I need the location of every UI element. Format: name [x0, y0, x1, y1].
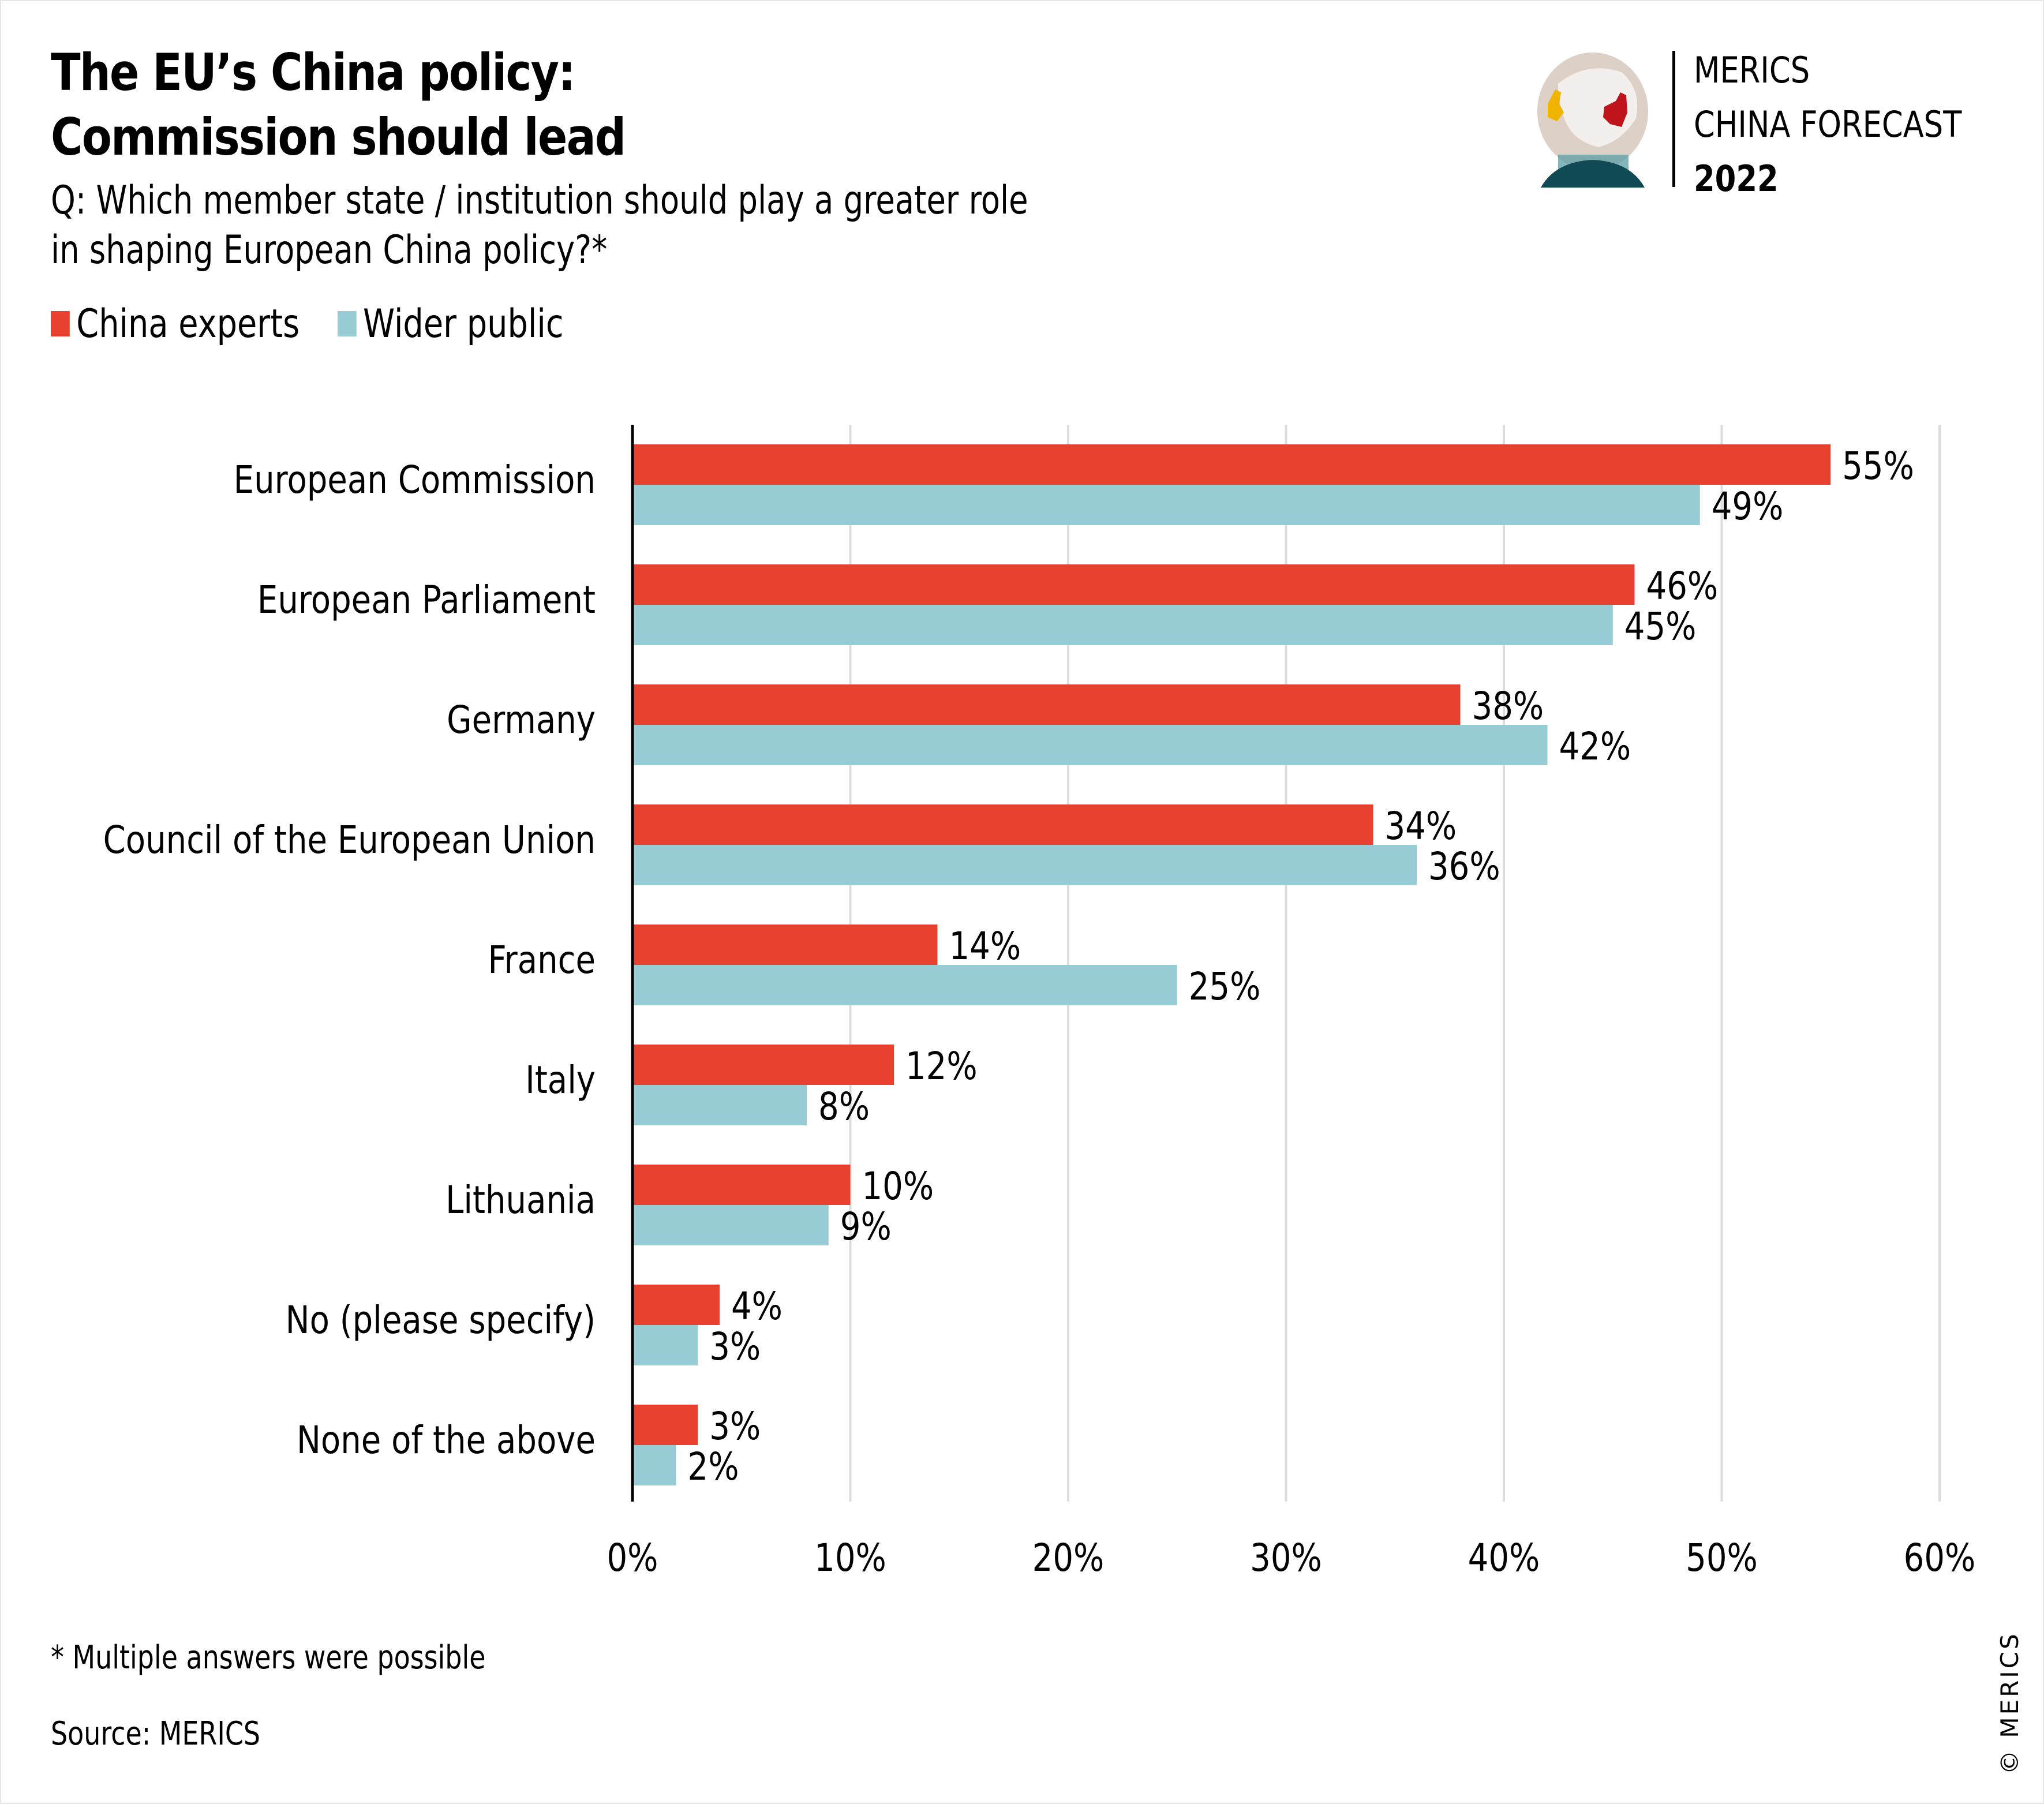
subtitle-line-1: Q: Which member state / institution shou…	[51, 178, 1028, 223]
legend-label-wider-public: Wider public	[363, 301, 564, 347]
value-label-wider-public: 49%	[1712, 485, 1784, 529]
value-label-wider-public: 2%	[688, 1445, 739, 1489]
bar-china-experts	[632, 444, 1831, 485]
legend-swatch-wider-public	[337, 311, 357, 336]
x-tick-label: 10%	[814, 1536, 886, 1581]
bar-china-experts	[632, 564, 1635, 605]
footnote: * Multiple answers were possible	[51, 1639, 486, 1676]
value-label-wider-public: 25%	[1189, 965, 1261, 1009]
bar-wider-public	[632, 845, 1417, 885]
category-label: Council of the European Union	[103, 818, 596, 863]
bar-wider-public	[632, 725, 1548, 765]
x-tick-label: 0%	[607, 1536, 658, 1581]
value-label-china-experts: 34%	[1385, 804, 1457, 849]
value-label-wider-public: 42%	[1559, 725, 1631, 769]
value-label-china-experts: 4%	[731, 1285, 783, 1329]
china-shape	[1603, 92, 1627, 127]
value-label-wider-public: 9%	[840, 1205, 892, 1249]
category-label: None of the above	[297, 1419, 596, 1463]
value-label-wider-public: 3%	[709, 1325, 761, 1369]
category-label: Lithuania	[446, 1178, 596, 1223]
brand-line-2: CHINA FORECAST	[1694, 103, 1962, 145]
legend-swatch-china-experts	[51, 311, 70, 336]
europe-shape	[1548, 89, 1564, 121]
bar-wider-public	[632, 485, 1700, 525]
brand-line-1: MERICS	[1694, 49, 1810, 91]
legend-item-china-experts: China experts	[51, 301, 300, 347]
value-label-wider-public: 36%	[1428, 845, 1500, 889]
bar-wider-public	[632, 1445, 676, 1485]
value-label-china-experts: 10%	[862, 1165, 934, 1209]
labels: 0% 10% 20% 30% 40% 50% 60% European Commission 5…	[103, 444, 1976, 1581]
bar-china-experts	[632, 804, 1373, 845]
value-label-china-experts: 14%	[949, 925, 1021, 969]
bar-wider-public	[632, 1205, 829, 1245]
title-line-1: The EU’s China policy:	[51, 43, 576, 102]
title-line-2: Commission should lead	[51, 107, 626, 167]
x-tick-label: 60%	[1904, 1536, 1976, 1581]
category-label: Germany	[447, 698, 596, 743]
bar-china-experts	[632, 1285, 720, 1325]
brand-block: MERICS CHINA FORECAST 2022	[1694, 43, 1961, 206]
bar-wider-public	[632, 605, 1613, 645]
x-tick-label: 50%	[1686, 1536, 1758, 1581]
value-label-wider-public: 45%	[1624, 605, 1697, 649]
chart-subtitle: Q: Which member state / institution shou…	[51, 176, 1028, 275]
category-label: European Commission	[234, 458, 596, 503]
globe-landmass	[1558, 68, 1638, 147]
value-label-china-experts: 55%	[1842, 444, 1914, 489]
brand-year: 2022	[1694, 158, 1779, 200]
globe-base	[1541, 160, 1645, 188]
x-tick-label: 40%	[1468, 1536, 1540, 1581]
category-label: European Parliament	[257, 578, 596, 623]
bar-wider-public	[632, 965, 1177, 1005]
copyright: © MERICS	[1996, 1631, 2024, 1775]
subtitle-line-2: in shaping European China policy?*	[51, 227, 608, 273]
bar-china-experts	[632, 925, 938, 965]
bar-wider-public	[632, 1325, 698, 1365]
category-label: France	[488, 938, 596, 983]
chart-title: The EU’s China policy: Commission should…	[51, 40, 626, 170]
x-tick-label: 30%	[1250, 1536, 1322, 1581]
value-label-china-experts: 12%	[905, 1045, 978, 1089]
x-tick-label: 20%	[1032, 1536, 1105, 1581]
category-label: No (please specify)	[286, 1298, 596, 1343]
legend-label-china-experts: China experts	[76, 301, 300, 347]
value-label-wider-public: 8%	[818, 1085, 870, 1129]
category-label: Italy	[525, 1058, 596, 1103]
bar-china-experts	[632, 1165, 851, 1205]
bar-wider-public	[632, 1085, 807, 1125]
bar-china-experts	[632, 684, 1461, 725]
bars	[632, 444, 1831, 1485]
value-label-china-experts: 38%	[1472, 684, 1544, 729]
crystal-globe-icon	[1537, 53, 1648, 188]
brand-divider	[1672, 51, 1675, 187]
bar-china-experts	[632, 1405, 698, 1445]
legend-item-wider-public: Wider public	[337, 301, 564, 347]
legend: China experts Wider public	[51, 299, 601, 349]
value-label-china-experts: 46%	[1646, 564, 1719, 609]
value-label-china-experts: 3%	[709, 1405, 761, 1449]
source-note: Source: MERICS	[51, 1715, 261, 1753]
bar-china-experts	[632, 1045, 894, 1085]
